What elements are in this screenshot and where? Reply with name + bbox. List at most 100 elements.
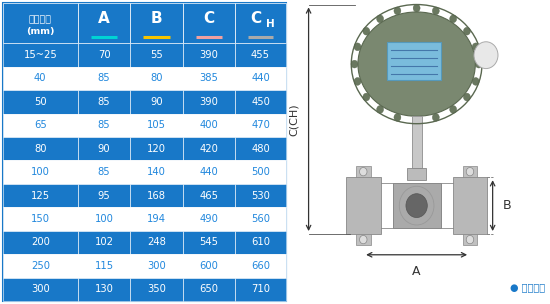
Bar — [183, 231, 235, 254]
Bar — [235, 207, 286, 231]
Circle shape — [360, 168, 367, 176]
Bar — [183, 3, 235, 43]
Bar — [78, 207, 130, 231]
Circle shape — [394, 7, 401, 15]
Circle shape — [450, 15, 456, 23]
Bar — [235, 113, 286, 137]
Text: 530: 530 — [251, 191, 270, 201]
Text: 40: 40 — [34, 73, 47, 83]
Text: 140: 140 — [147, 167, 166, 177]
Text: 85: 85 — [98, 167, 111, 177]
Bar — [183, 43, 235, 67]
Text: 300: 300 — [147, 261, 166, 271]
Text: 390: 390 — [200, 97, 218, 107]
Bar — [78, 254, 130, 278]
Bar — [3, 90, 78, 113]
Bar — [235, 254, 286, 278]
Text: 168: 168 — [147, 191, 166, 201]
Text: 150: 150 — [31, 214, 50, 224]
Text: 545: 545 — [199, 237, 218, 247]
Bar — [3, 3, 78, 43]
Bar — [3, 278, 78, 301]
Circle shape — [472, 43, 479, 51]
Bar — [3, 113, 78, 137]
Text: 65: 65 — [34, 120, 47, 130]
Bar — [235, 184, 286, 207]
Text: 200: 200 — [31, 237, 50, 247]
Text: 100: 100 — [31, 167, 50, 177]
Text: H: H — [266, 19, 275, 29]
Bar — [3, 43, 78, 67]
Text: 194: 194 — [147, 214, 166, 224]
Text: A: A — [98, 11, 110, 26]
Bar — [3, 207, 78, 231]
Bar — [235, 67, 286, 90]
Circle shape — [474, 42, 498, 69]
Bar — [78, 3, 130, 43]
Bar — [235, 3, 286, 43]
Bar — [130, 113, 183, 137]
Bar — [78, 43, 130, 67]
Text: 455: 455 — [251, 50, 270, 60]
Circle shape — [466, 168, 474, 176]
Circle shape — [413, 116, 420, 124]
Bar — [3, 254, 78, 278]
Bar — [183, 67, 235, 90]
Bar — [408, 168, 426, 180]
Bar — [235, 278, 286, 301]
Text: B: B — [503, 199, 512, 212]
Bar — [78, 113, 130, 137]
Text: 15~25: 15~25 — [24, 50, 57, 60]
Text: 480: 480 — [251, 144, 270, 154]
Bar — [183, 90, 235, 113]
Circle shape — [354, 43, 361, 51]
Bar — [3, 231, 78, 254]
Text: 55: 55 — [150, 50, 163, 60]
Text: 248: 248 — [147, 237, 166, 247]
Text: 80: 80 — [34, 144, 47, 154]
Bar — [130, 231, 183, 254]
Bar — [356, 166, 371, 177]
Bar — [393, 183, 441, 228]
Text: 125: 125 — [31, 191, 50, 201]
Circle shape — [406, 194, 427, 218]
Text: 600: 600 — [200, 261, 218, 271]
Circle shape — [413, 4, 420, 12]
Text: 95: 95 — [98, 191, 111, 201]
Circle shape — [377, 105, 383, 113]
Circle shape — [394, 113, 401, 121]
Bar — [183, 161, 235, 184]
Text: C(CH): C(CH) — [289, 103, 299, 136]
Bar — [3, 67, 78, 90]
Bar — [130, 161, 183, 184]
Bar — [130, 43, 183, 67]
Bar — [411, 116, 422, 168]
Circle shape — [432, 7, 439, 15]
Circle shape — [363, 93, 370, 101]
Circle shape — [351, 60, 358, 68]
Bar — [235, 43, 286, 67]
Circle shape — [464, 93, 470, 101]
Bar — [3, 137, 78, 161]
Bar — [183, 184, 235, 207]
Text: 420: 420 — [200, 144, 218, 154]
Text: 105: 105 — [147, 120, 166, 130]
Bar — [130, 137, 183, 161]
Text: A: A — [412, 265, 421, 278]
Circle shape — [450, 105, 456, 113]
Bar — [78, 67, 130, 90]
Text: 102: 102 — [95, 237, 113, 247]
Text: 350: 350 — [147, 284, 166, 294]
Text: 450: 450 — [251, 97, 270, 107]
Text: 85: 85 — [98, 97, 111, 107]
Text: 470: 470 — [251, 120, 270, 130]
Text: 650: 650 — [199, 284, 218, 294]
Text: 390: 390 — [200, 50, 218, 60]
Bar — [130, 3, 183, 43]
Bar — [78, 184, 130, 207]
Circle shape — [432, 113, 439, 121]
Bar — [463, 234, 477, 245]
Text: 560: 560 — [251, 214, 270, 224]
Bar — [235, 137, 286, 161]
Bar — [183, 137, 235, 161]
